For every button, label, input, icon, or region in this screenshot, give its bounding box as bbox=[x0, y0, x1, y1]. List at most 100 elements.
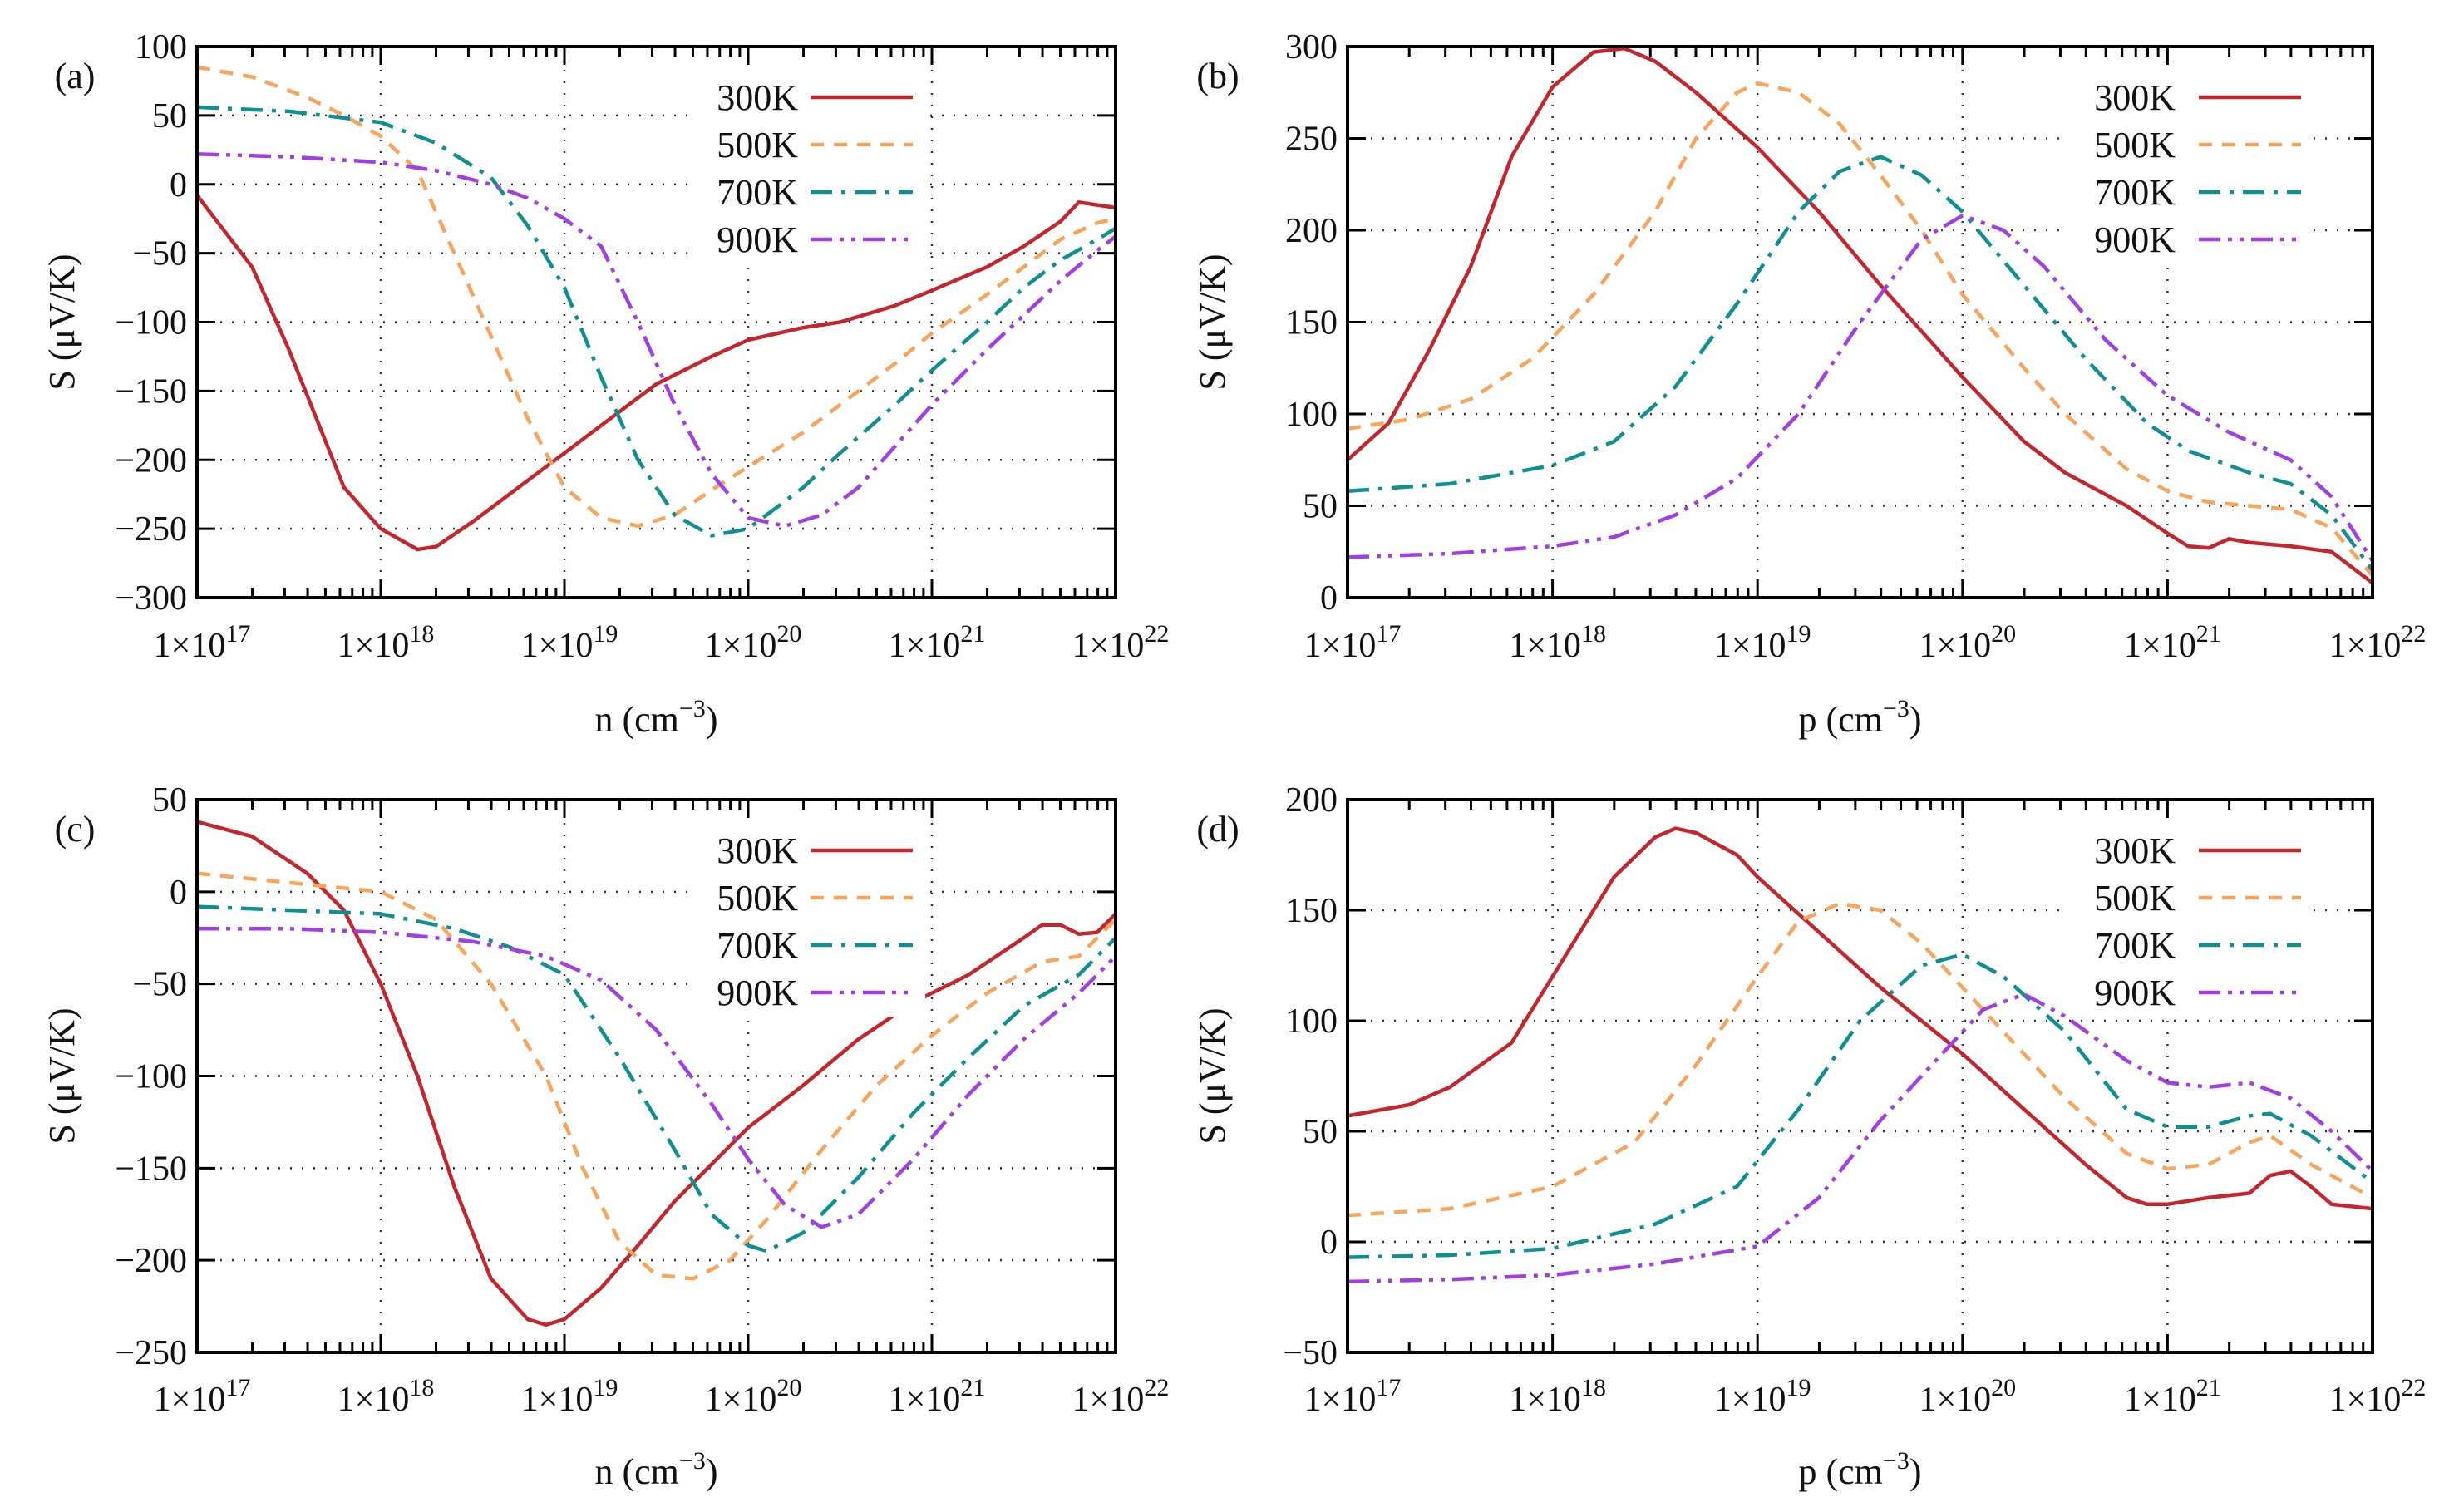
legend: 300K 500K 700K 900K bbox=[2067, 66, 2314, 263]
x-tick-label: 1×1017 bbox=[154, 620, 251, 665]
x-tick-base: 1×10 bbox=[1072, 1381, 1145, 1419]
legend-label: 900K bbox=[717, 219, 798, 260]
x-tick-label: 1×1022 bbox=[1072, 620, 1170, 665]
y-tick-label: 50 bbox=[152, 97, 187, 135]
y-tick-label: 100 bbox=[135, 28, 187, 66]
legend: 300K 500K 700K 900K bbox=[690, 819, 925, 1017]
x-axis-label-text: n (cm bbox=[595, 1451, 679, 1492]
series-line-700K bbox=[1347, 952, 2374, 1259]
series-line-700K bbox=[1347, 155, 2374, 572]
legend-label: 300K bbox=[717, 830, 798, 871]
x-axis-label-text: p (cm bbox=[1799, 1451, 1883, 1492]
series-line-300K bbox=[1347, 826, 2373, 1211]
legend-label: 500K bbox=[717, 878, 798, 919]
x-tick-label: 1×1022 bbox=[2329, 1374, 2427, 1419]
series-line-500K bbox=[196, 871, 1117, 1281]
plot-frame bbox=[1346, 45, 2374, 599]
panel-label: (b) bbox=[1196, 56, 1239, 96]
series-line-300K bbox=[195, 194, 1116, 552]
series-line-900K bbox=[196, 152, 1117, 529]
x-tick-exp: 17 bbox=[1376, 620, 1401, 648]
x-tick-base: 1×10 bbox=[1714, 627, 1786, 665]
y-tick-label: 50 bbox=[1303, 1113, 1338, 1151]
y-tick-label: 0 bbox=[1320, 1224, 1338, 1262]
x-tick-exp: 18 bbox=[409, 620, 434, 648]
x-tick-base: 1×10 bbox=[154, 1381, 226, 1419]
y-axis-label: S (μV/K) bbox=[42, 1007, 82, 1144]
legend-label: 300K bbox=[2094, 77, 2176, 118]
y-tick-label: 200 bbox=[1285, 781, 1338, 820]
legend: 300K 500K 700K 900K bbox=[2067, 819, 2314, 1017]
x-tick-label: 1×1020 bbox=[1919, 1374, 2016, 1419]
x-axis-label-close: ) bbox=[706, 1451, 718, 1492]
x-tick-label: 1×1019 bbox=[521, 620, 618, 665]
x-tick-base: 1×10 bbox=[1304, 1381, 1377, 1419]
legend-label: 900K bbox=[717, 973, 798, 1013]
x-tick-exp: 22 bbox=[1144, 620, 1169, 648]
x-tick-exp: 19 bbox=[1786, 1374, 1811, 1401]
x-tick-label: 1×1020 bbox=[705, 1374, 802, 1419]
series-line-900K bbox=[1347, 992, 2374, 1284]
legend-label: 900K bbox=[2094, 219, 2176, 260]
y-tick-label: 200 bbox=[1285, 212, 1338, 250]
y-tick-label: −50 bbox=[1283, 1334, 1338, 1372]
legend-label: 700K bbox=[2094, 925, 2176, 966]
legend-label: 300K bbox=[2094, 830, 2176, 871]
y-tick-label: −150 bbox=[115, 372, 187, 411]
legend: 300K 500K 700K 900K bbox=[690, 66, 925, 263]
series-line-700K bbox=[196, 105, 1117, 538]
y-tick-label: −250 bbox=[115, 510, 187, 549]
x-tick-exp: 21 bbox=[960, 620, 985, 648]
x-tick-label: 1×1017 bbox=[1304, 1374, 1402, 1419]
x-tick-label: 1×1018 bbox=[1509, 620, 1606, 665]
x-tick-exp: 18 bbox=[1581, 1374, 1606, 1401]
x-tick-base: 1×10 bbox=[889, 627, 961, 665]
x-axis-label-sup: −3 bbox=[1883, 695, 1909, 722]
x-axis-label-close: ) bbox=[1909, 699, 1922, 740]
x-tick-base: 1×10 bbox=[705, 1381, 777, 1419]
panel-label: (c) bbox=[55, 809, 96, 850]
x-axis-label-close: ) bbox=[1909, 1451, 1922, 1492]
x-tick-label: 1×1017 bbox=[154, 1374, 251, 1419]
x-tick-base: 1×10 bbox=[154, 627, 226, 665]
x-tick-base: 1×10 bbox=[338, 627, 410, 665]
x-tick-base: 1×10 bbox=[521, 627, 594, 665]
series-line-300K bbox=[1346, 46, 2374, 585]
plot-frame bbox=[1346, 798, 2374, 1354]
y-tick-label: 0 bbox=[1320, 579, 1338, 618]
x-tick-base: 1×10 bbox=[889, 1381, 961, 1419]
x-axis-label: n (cm−3) bbox=[595, 695, 718, 740]
x-axis-label-sup: −3 bbox=[679, 1447, 706, 1475]
x-tick-exp: 17 bbox=[225, 620, 250, 648]
y-tick-label: 300 bbox=[1285, 28, 1338, 66]
legend-label: 500K bbox=[2094, 125, 2176, 165]
y-tick-label: −300 bbox=[115, 579, 187, 618]
x-tick-base: 1×10 bbox=[338, 1381, 410, 1419]
x-tick-exp: 21 bbox=[960, 1374, 985, 1401]
x-tick-exp: 17 bbox=[1376, 1374, 1401, 1401]
x-tick-base: 1×10 bbox=[2329, 1381, 2402, 1419]
y-tick-label: 50 bbox=[152, 781, 187, 820]
x-tick-base: 1×10 bbox=[1919, 1381, 1991, 1419]
series-line-500K bbox=[1347, 81, 2374, 577]
y-tick-label: −200 bbox=[115, 441, 187, 480]
y-tick-label: 250 bbox=[1285, 121, 1338, 159]
legend-label: 700K bbox=[2094, 172, 2176, 213]
x-tick-label: 1×1021 bbox=[2124, 1374, 2221, 1419]
x-tick-exp: 21 bbox=[2196, 620, 2221, 648]
x-tick-label: 1×1018 bbox=[338, 620, 435, 665]
x-axis-label-close: ) bbox=[706, 699, 718, 740]
legend-label: 500K bbox=[2094, 878, 2176, 919]
x-tick-label: 1×1019 bbox=[1714, 1374, 1811, 1419]
x-tick-label: 1×1021 bbox=[2124, 620, 2221, 665]
x-tick-exp: 19 bbox=[1786, 620, 1811, 648]
x-tick-label: 1×1018 bbox=[1509, 1374, 1606, 1419]
y-tick-label: −250 bbox=[115, 1334, 187, 1372]
y-tick-label: −100 bbox=[115, 1058, 187, 1096]
x-tick-label: 1×1019 bbox=[1714, 620, 1811, 665]
y-tick-label: 0 bbox=[170, 166, 187, 204]
plot-frame bbox=[195, 45, 1117, 599]
x-tick-exp: 19 bbox=[593, 1374, 618, 1401]
